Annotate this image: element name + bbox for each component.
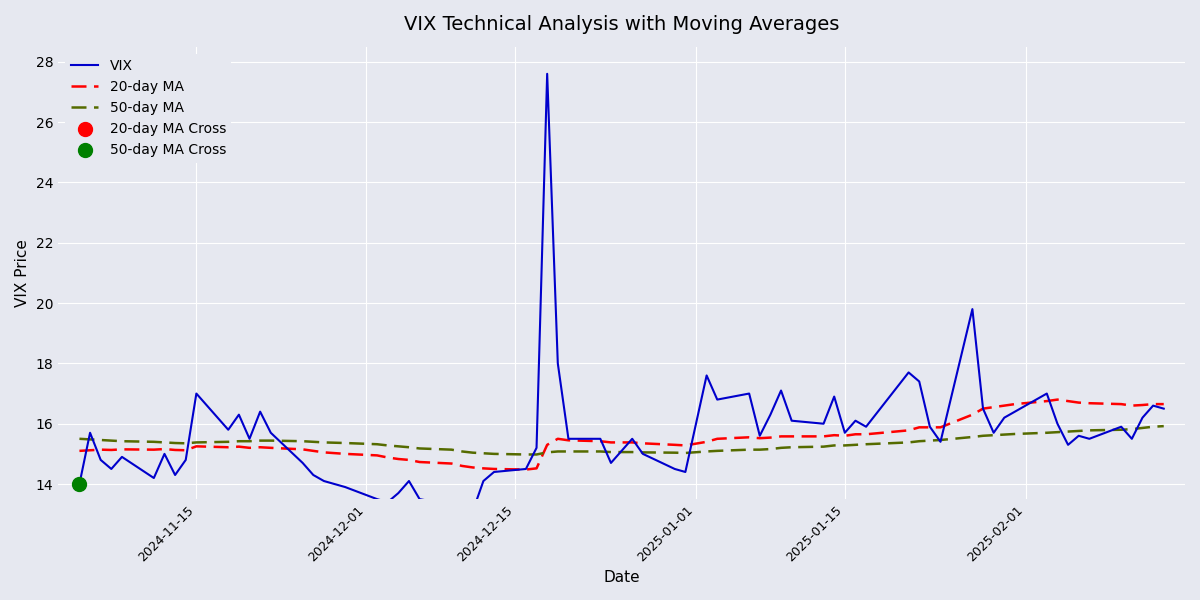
Y-axis label: VIX Price: VIX Price: [14, 239, 30, 307]
X-axis label: Date: Date: [604, 570, 640, 585]
Line: 50-day MA: 50-day MA: [79, 426, 1164, 454]
50-day MA Cross: [70, 479, 89, 489]
Line: VIX: VIX: [79, 74, 1164, 520]
Title: VIX Technical Analysis with Moving Averages: VIX Technical Analysis with Moving Avera…: [404, 15, 839, 34]
Line: 20-day MA: 20-day MA: [79, 400, 1164, 470]
Legend: VIX, 20-day MA, 50-day MA, 20-day MA Cross, 50-day MA Cross: VIX, 20-day MA, 50-day MA, 20-day MA Cro…: [65, 53, 232, 163]
